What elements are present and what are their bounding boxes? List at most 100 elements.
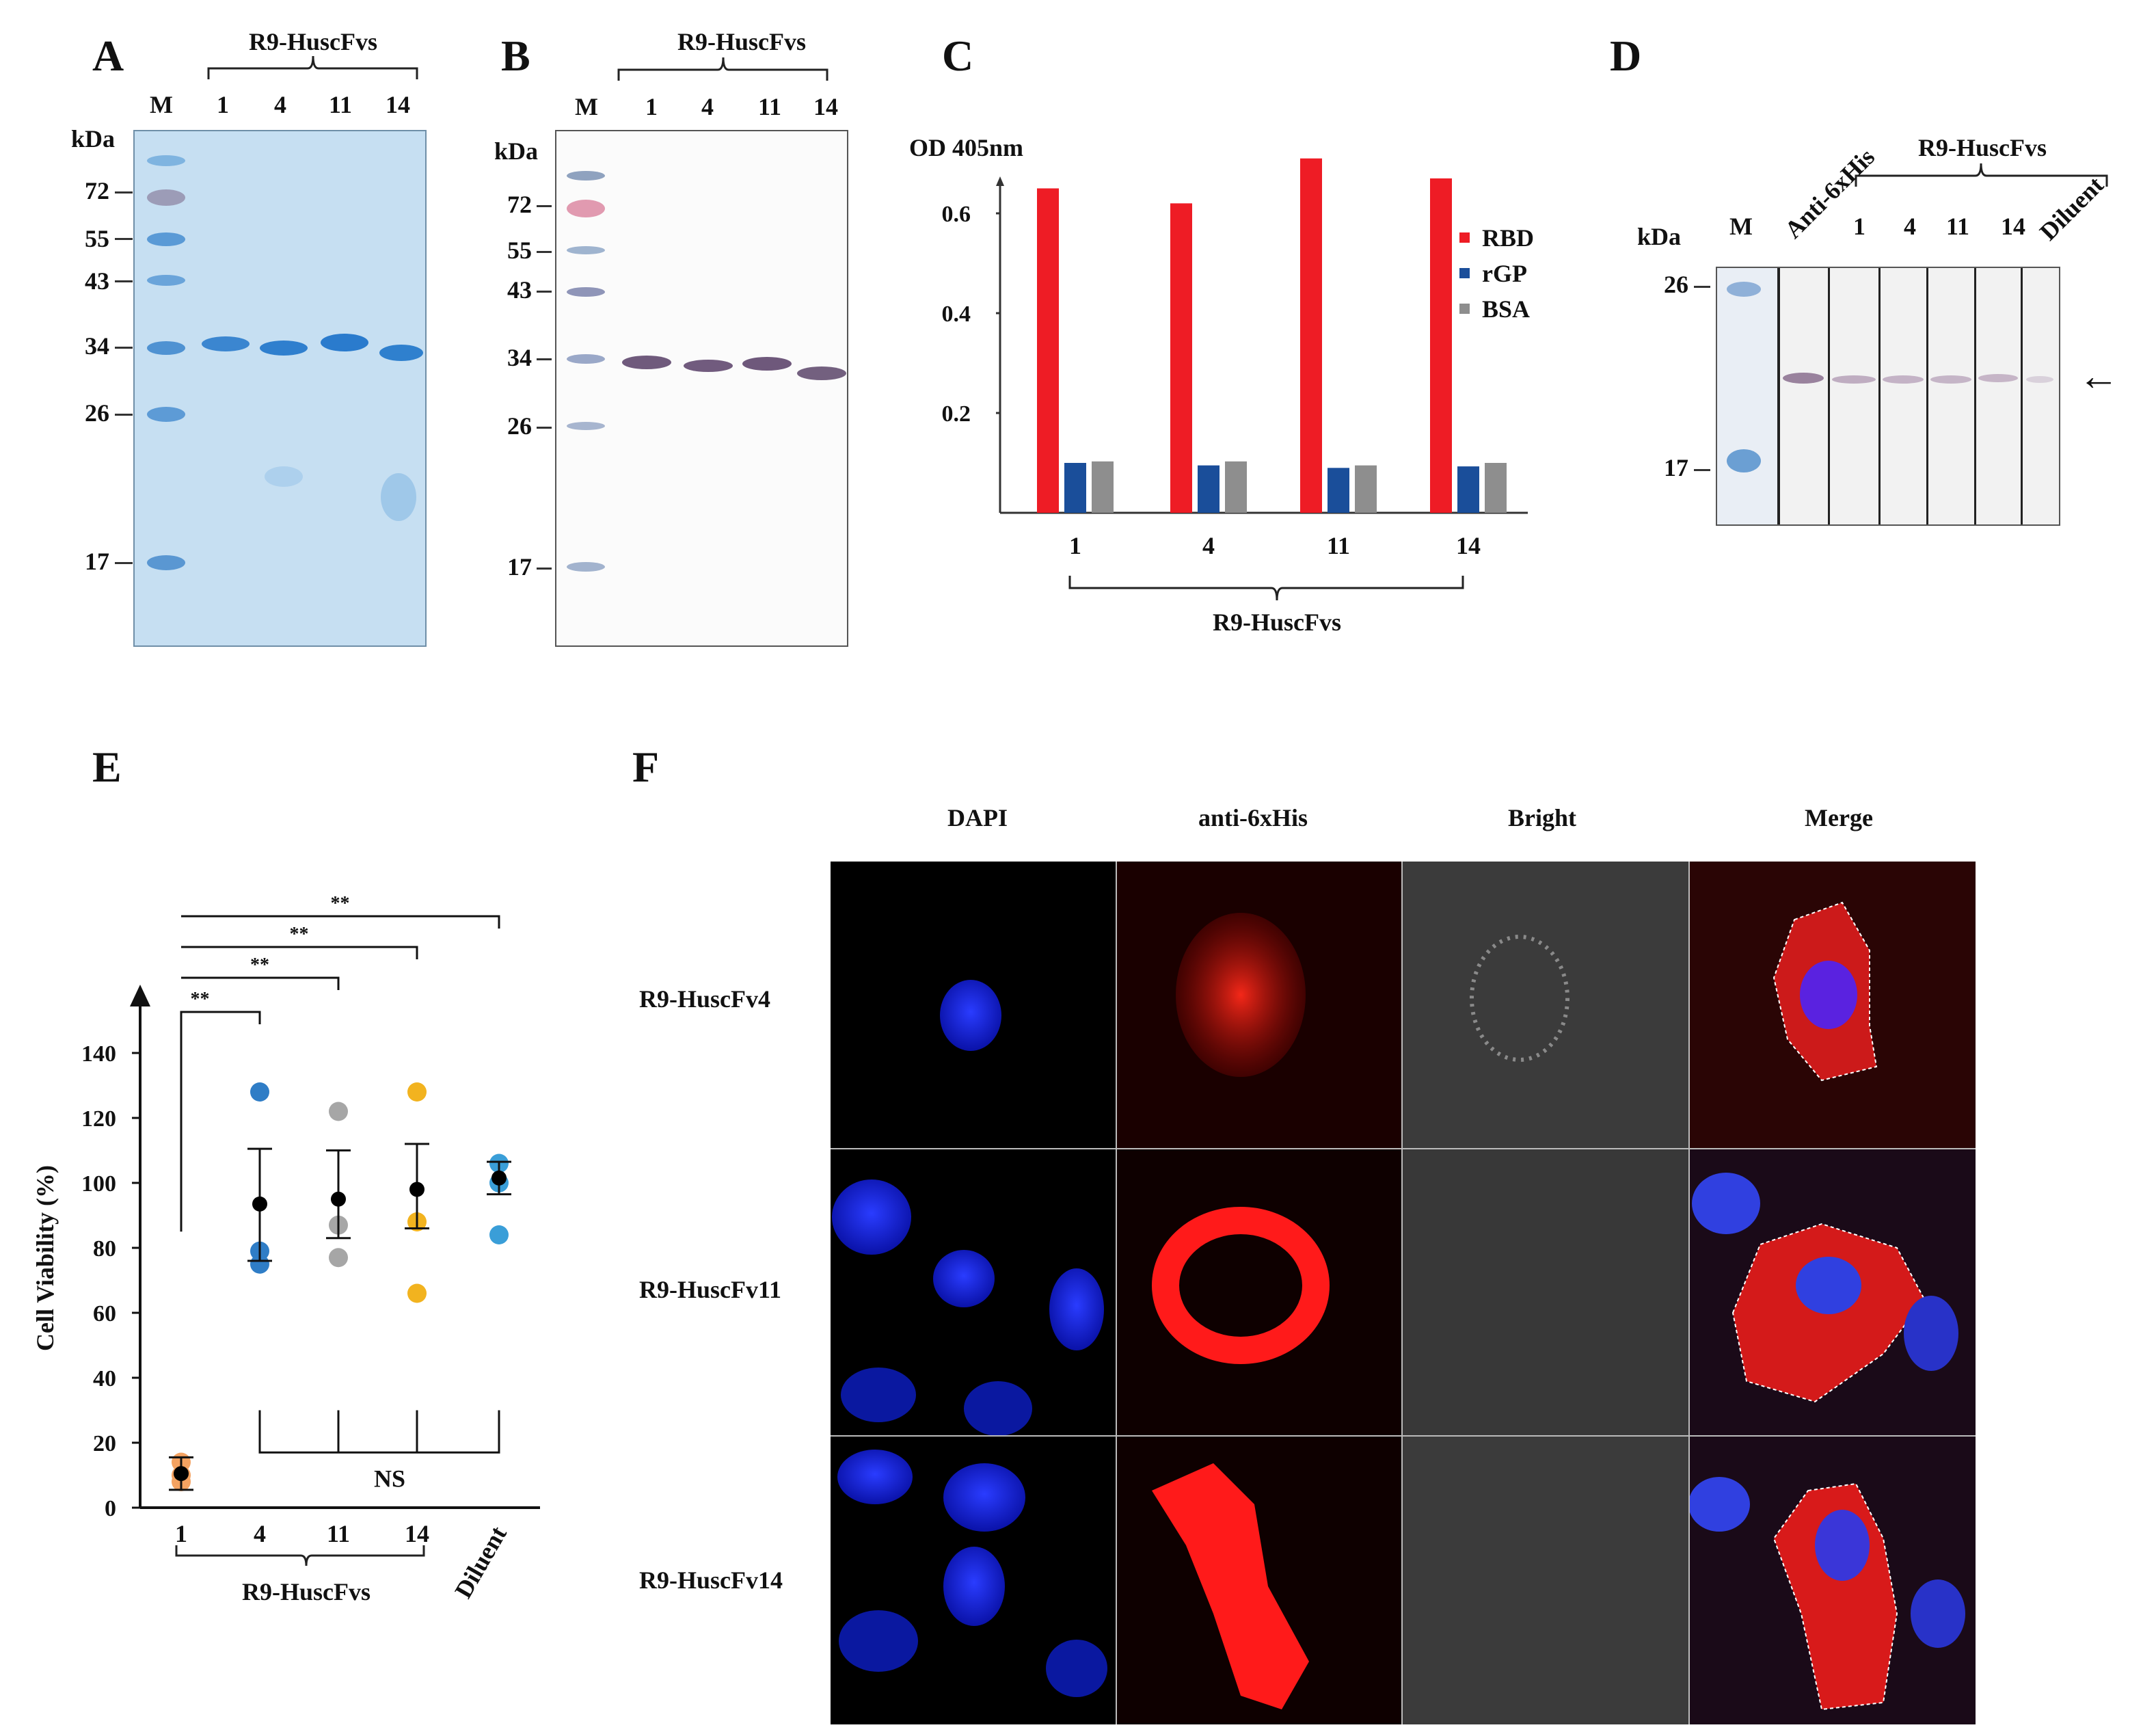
marker-label: 17 [1664,454,1688,481]
data-point [489,1225,509,1244]
lane-label: 11 [1945,213,1970,240]
marker-label: 72 [507,191,532,218]
y-tick-label: 0.4 [942,302,971,327]
legend-label: BSA [1482,295,1530,323]
mean-point [491,1170,507,1186]
x-group-bracket [1068,576,1464,601]
legend-swatch [1459,268,1470,278]
y-tick-label: 100 [81,1171,116,1197]
panel-a-group-label: R9-HuscFvs [249,28,377,55]
lane-label: 1 [1853,213,1865,240]
chart-ylabel: Cell Viability (%) [31,1165,59,1351]
lane-label: 14 [386,91,410,118]
panel-a-letter: A [92,31,124,80]
marker-label: 43 [507,276,532,304]
y-tick-label: 0 [105,1496,116,1521]
x-tick-label: 11 [327,1520,350,1547]
panel-d-bracket [1855,163,2108,187]
significance-bracket [181,976,340,990]
bar-rgp [1064,463,1086,513]
bar-rgp [1457,466,1479,513]
bar-rgp [1198,465,1220,513]
bar-bsa [1355,465,1377,513]
lane-label: M [575,93,598,120]
micrograph-grid [831,862,1976,1724]
significance-label: ** [290,924,309,945]
significance-bracket [180,1011,261,1232]
kda-label: kDa [71,125,116,152]
ns-bracket [258,1410,500,1454]
significance-bracket [181,946,418,959]
lane-label: 4 [274,91,286,118]
panel-b-bracket [617,57,828,81]
x-group-bracket [175,1545,425,1566]
lane-label: 11 [757,93,782,120]
marker-label: 26 [507,412,532,440]
y-tick-label: 0.6 [942,202,971,227]
x-tick-label: 14 [1456,532,1481,559]
row-label: R9-HuscFv14 [639,1566,783,1594]
y-axis-arrow [130,985,150,1006]
x-tick-label: 4 [1202,532,1215,559]
legend-label: RBD [1482,224,1534,252]
column-label: DAPI [947,804,1008,831]
y-tick-label: 140 [81,1041,116,1067]
column-label: anti-6xHis [1198,804,1308,831]
data-point [407,1082,427,1102]
data-point [250,1254,269,1274]
y-axis-arrow [996,176,1004,186]
x-tick-label: 14 [405,1520,429,1547]
marker-label: 55 [507,237,532,264]
significance-label: ** [191,989,210,1010]
y-tick-label: 120 [81,1106,116,1132]
legend-label: rGP [1482,260,1527,287]
lane-label: M [150,91,173,118]
lane-label: 11 [328,91,353,118]
kda-label: kDa [494,137,539,165]
cell-viability-chart: Cell Viability (%) 0 20 40 60 80 100 120 140 **… [31,893,540,1605]
mean-point [252,1196,267,1212]
chart-ylabel: OD 405nm [909,134,1023,161]
strip-blot-image [1716,267,2060,526]
panel-b-group-label: R9-HuscFvs [677,28,806,55]
marker-label: 26 [1664,271,1688,298]
mean-point [331,1191,346,1207]
bar-bsa [1485,463,1507,513]
elisa-bar-chart: OD 405nm 0.20.40.6 1 4 11 14 R9-HuscFvs RBD… [909,134,1534,636]
significance-label: ** [250,955,269,976]
y-tick-label: 20 [93,1431,116,1456]
panel-e-letter: E [92,743,122,791]
panel-a-bracket [207,55,418,79]
lane-label: 1 [645,93,658,120]
marker-label: 34 [507,344,532,371]
mean-point [409,1182,425,1197]
bar-rbd [1430,178,1452,513]
significance-label: ** [331,893,350,914]
y-tick-label: 60 [93,1301,116,1326]
bar-rbd [1170,203,1192,513]
western-blot-image [555,130,848,647]
row-label: R9-HuscFv4 [639,985,770,1013]
bar-bsa [1092,461,1114,513]
panel-f-letter: F [632,743,660,791]
significance-bracket [181,915,500,929]
bar-bsa [1225,461,1247,513]
legend-swatch [1459,232,1470,243]
panel-b-letter: B [501,31,530,80]
band-arrow-icon: ← [2078,354,2119,399]
x-tick-label: 4 [254,1520,266,1547]
marker-label: 34 [85,332,109,360]
lane-label: 14 [2001,213,2025,240]
marker-label: 17 [507,553,532,581]
column-label: Bright [1507,804,1577,831]
row-label: R9-HuscFv11 [639,1276,782,1303]
bar-rgp [1328,468,1349,513]
x-tick-label: Diluent [449,1521,512,1603]
coomassie-gel-image [133,130,427,647]
data-point [329,1248,348,1268]
panel-c-letter: C [942,31,974,80]
mean-point [174,1466,189,1482]
lane-label: M [1729,213,1753,240]
y-tick-label: 40 [93,1366,116,1391]
legend-swatch [1459,304,1470,314]
